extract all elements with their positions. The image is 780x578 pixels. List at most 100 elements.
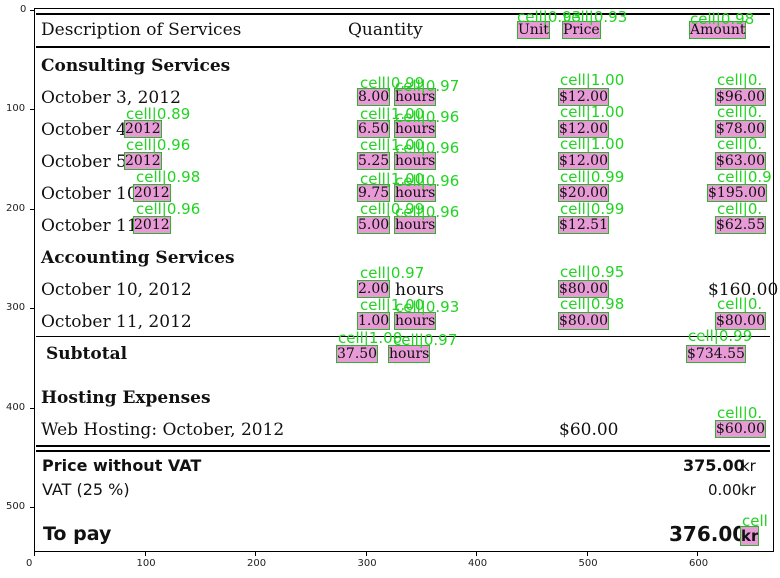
row-unit: hours <box>393 184 437 202</box>
row-unit: hours <box>393 88 437 106</box>
row-amount: $160.00 <box>708 280 779 300</box>
row-date-year: 2012 <box>133 216 171 234</box>
row-unit: hours <box>395 280 444 300</box>
row-unit: hours <box>393 120 437 138</box>
totals-rule-1 <box>36 445 770 447</box>
detection-label: cell|0. <box>717 105 763 120</box>
detection-label: cell|1.00 <box>560 73 625 88</box>
row-qty: 5.00 <box>356 216 391 234</box>
detection-label: cell|1.00 <box>560 105 625 120</box>
row-unit: hours <box>393 152 437 170</box>
row-date-year: 2012 <box>124 120 162 138</box>
detection-label: cell|1.00 <box>360 298 425 313</box>
vat-value: 0.00 <box>708 481 742 499</box>
detection-label: cell|0. <box>717 406 763 421</box>
row-date-prefix: October 5, <box>41 152 133 172</box>
detection-label: cell|0.98 <box>136 170 201 185</box>
detection-label: cell|0.99 <box>560 170 625 185</box>
detection-label: cell|0.97 <box>395 79 460 94</box>
x-tick-mark <box>144 552 146 556</box>
row-qty: 8.00 <box>356 88 391 106</box>
row-price: $12.51 <box>558 216 609 234</box>
row-amount: $78.00 <box>715 120 766 138</box>
detection-label: cell|0.99 <box>360 76 425 91</box>
row-price: $12.00 <box>558 120 609 138</box>
row-amount: $195.00 <box>707 184 767 202</box>
row-amount: $63.00 <box>715 152 766 170</box>
detection-label: cell|0.97 <box>393 333 458 348</box>
row-qty: 9.75 <box>356 184 391 202</box>
row-price: $20.00 <box>558 184 609 202</box>
row-amount: $96.00 <box>715 88 766 106</box>
y-tick-label: 300 <box>6 302 26 314</box>
y-tick-mark <box>30 506 34 508</box>
row-qty: 2.00 <box>356 280 391 298</box>
detection-label: cell|0.97 <box>360 266 425 281</box>
vat-label: VAT (25 %) <box>42 480 130 499</box>
y-tick-label: 100 <box>6 103 26 115</box>
x-tick-mark <box>697 552 698 556</box>
row-date: October 3, 2012 <box>41 88 181 108</box>
row-date: October 11, 2012 <box>41 312 192 332</box>
detection-label: cell|0.96 <box>126 138 191 153</box>
detection-label: cell|0.99 <box>560 202 625 217</box>
y-tick-label: 200 <box>6 202 26 214</box>
row-date: October 10, 2012 <box>41 280 192 300</box>
x-tick-label: 200 <box>247 558 267 569</box>
detection-label: cell|0.93 <box>517 10 582 25</box>
detection-label: cell|0.93 <box>563 10 628 25</box>
header-amount: Amount <box>688 21 747 39</box>
detection-label: cell|1.00 <box>560 137 625 152</box>
detection-label: cell|0.98 <box>690 12 755 27</box>
x-tick-label: 500 <box>578 558 598 569</box>
plot-frame <box>34 8 774 552</box>
row-amount: $62.55 <box>715 216 766 234</box>
row-qty: 5.25 <box>356 152 391 170</box>
x-tick-label: 100 <box>136 558 156 569</box>
detection-label: cell|0.96 <box>395 205 460 220</box>
detection-label: cell|1.00 <box>360 107 425 122</box>
header-unit: Unit <box>517 21 550 39</box>
detection-label: cell|0. <box>717 202 763 217</box>
row-amount: $80.00 <box>715 312 766 330</box>
detection-label: cell|0.98 <box>560 297 625 312</box>
y-tick-label: 400 <box>6 401 26 413</box>
to-pay-value: 376.00 <box>669 522 747 546</box>
x-tick-label: 400 <box>468 558 488 569</box>
price-without-vat-label: Price without VAT <box>42 456 202 475</box>
row-desc: Web Hosting: October, 2012 <box>41 420 285 440</box>
row-date-prefix: October 4, <box>41 120 133 140</box>
row-date-year: 2012 <box>124 152 162 170</box>
header-quantity: Quantity <box>348 20 423 40</box>
row-price: $60.00 <box>559 420 619 440</box>
y-tick-label: 0 <box>20 4 27 15</box>
detection-label: cell|1.00 <box>360 138 425 153</box>
section-title-consulting: Consulting Services <box>41 56 231 76</box>
detection-label: cell <box>742 514 768 529</box>
row-date-year: 2012 <box>133 184 171 202</box>
row-amount: $60.00 <box>715 420 766 438</box>
header-price: Price <box>562 21 601 39</box>
row-date-prefix: October 10, <box>41 184 144 204</box>
detection-label: cell|0.93 <box>395 300 460 315</box>
detection-label: cell|0.89 <box>126 107 191 122</box>
y-tick-label: 500 <box>6 500 26 512</box>
to-pay-label: To pay <box>43 523 112 545</box>
detection-label: cell|0.96 <box>136 202 201 217</box>
detection-label: cell|0.99 <box>688 329 753 344</box>
to-pay-currency: kr <box>739 526 760 546</box>
section-title-hosting: Hosting Expenses <box>41 388 211 408</box>
x-tick-mark <box>586 552 588 556</box>
x-tick-label: 0 <box>26 558 33 569</box>
totals-rule-2 <box>36 450 770 452</box>
detection-label: cell|1.00 <box>360 172 425 187</box>
x-tick-label: 600 <box>689 558 709 569</box>
top-rule <box>36 13 770 15</box>
row-price: $12.00 <box>558 152 609 170</box>
header-description: Description of Services <box>41 20 242 40</box>
x-tick-mark <box>34 552 35 556</box>
subtotal-qty: 37.50 <box>335 345 379 363</box>
currency-label: kr <box>741 481 756 499</box>
detection-label: cell|0. <box>717 297 763 312</box>
currency-label: kr <box>741 457 756 475</box>
